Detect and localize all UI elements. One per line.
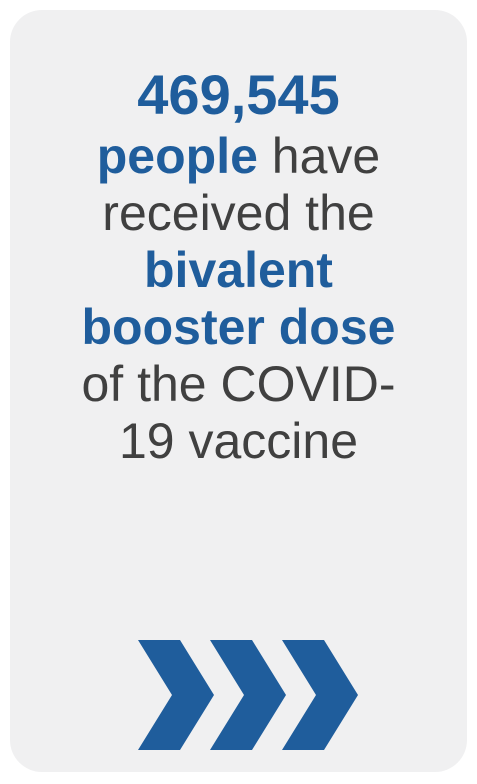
bivalent-label: bivalent (144, 242, 333, 298)
chevron-right-icon (138, 640, 214, 750)
vaccine-label: 19 vaccine (118, 413, 359, 469)
covid-label: of the COVID- (81, 356, 396, 412)
booster-dose-label: booster dose (81, 299, 396, 355)
chevron-right-icon (210, 640, 286, 750)
stat-text: 469,545 people have received the bivalen… (10, 62, 467, 470)
triple-chevron-right-icon (138, 640, 358, 750)
stat-number: 469,545 (137, 63, 340, 126)
received-label: received the (102, 185, 375, 241)
have-label: have (257, 128, 381, 184)
stat-card: 469,545 people have received the bivalen… (10, 10, 467, 772)
stat-line-people: people have (10, 128, 467, 185)
chevron-right-icon (282, 640, 358, 750)
people-label: people (96, 128, 258, 184)
